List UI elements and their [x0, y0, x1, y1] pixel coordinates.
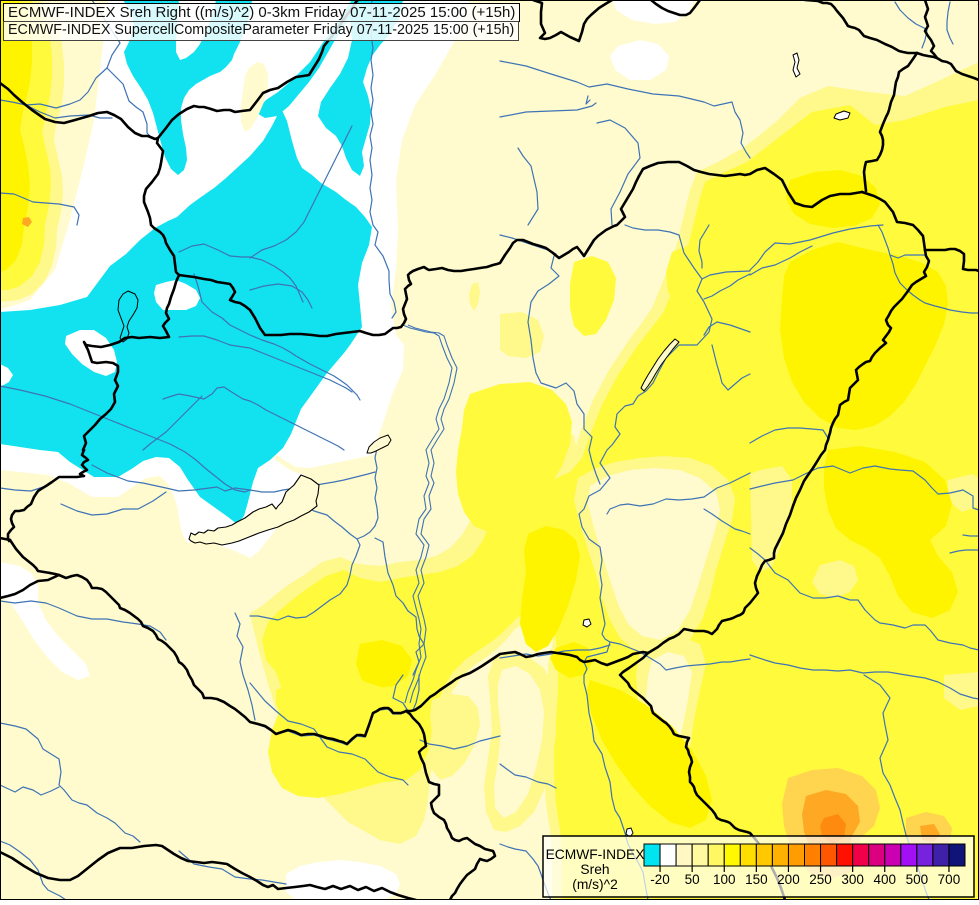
svg-text:500: 500 — [906, 872, 929, 887]
svg-text:ECMWF-INDEX: ECMWF-INDEX — [546, 847, 645, 862]
svg-text:150: 150 — [745, 872, 768, 887]
svg-text:-20: -20 — [650, 872, 670, 887]
svg-text:50: 50 — [685, 872, 700, 887]
svg-text:250: 250 — [809, 872, 832, 887]
svg-text:200: 200 — [777, 872, 800, 887]
svg-text:700: 700 — [938, 872, 961, 887]
svg-text:400: 400 — [873, 872, 896, 887]
svg-text:(m/s)^2: (m/s)^2 — [572, 877, 618, 892]
svg-text:Sreh: Sreh — [580, 862, 609, 877]
svg-text:300: 300 — [841, 872, 864, 887]
svg-text:100: 100 — [713, 872, 736, 887]
